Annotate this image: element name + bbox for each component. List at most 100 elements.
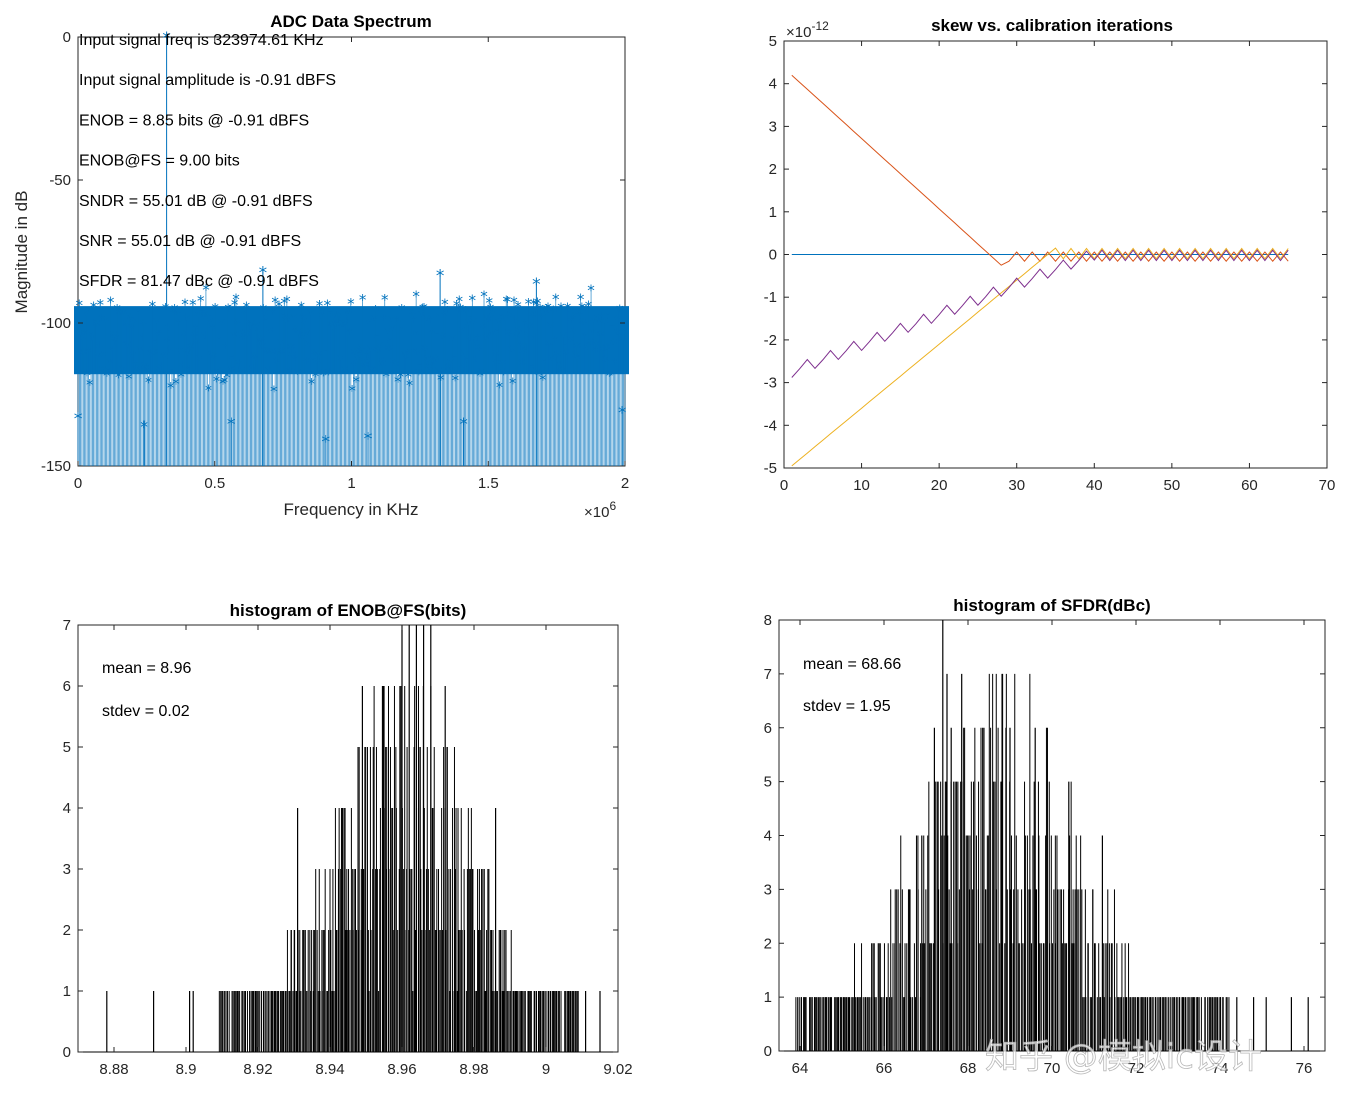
sfdr-hist-title: histogram of SFDR(dBc)	[953, 596, 1150, 615]
spectrum-point: *	[530, 296, 538, 314]
spectrum-point: *	[566, 332, 574, 350]
spectrum-point: *	[194, 307, 202, 325]
spectrum-point: *	[136, 342, 144, 360]
spectrum-point: *	[506, 307, 514, 325]
watermark: 知乎 @模拟ic设计	[985, 1037, 1262, 1077]
spectrum-point: *	[561, 339, 569, 357]
spectrum-x-exponent: ×106	[584, 499, 616, 521]
spectrum-annotation: Input signal freq is 323974.61 KHz	[79, 32, 324, 49]
spectrum-point: *	[138, 330, 146, 348]
spectrum-point: *	[581, 328, 589, 346]
spectrum-point: *	[200, 308, 208, 326]
spectrum-point: *	[504, 293, 512, 311]
spectrum-point: *	[214, 365, 222, 383]
spectrum-point: *	[291, 322, 299, 340]
spectrum-point: *	[167, 379, 175, 397]
spectrum-annotations: Input signal freq is 323974.61 KHz Input …	[79, 32, 336, 290]
spectrum-point: *	[94, 349, 102, 367]
spectrum-point: *	[112, 331, 120, 349]
spectrum-point: *	[474, 330, 482, 348]
spectrum-point: *	[487, 300, 495, 318]
spectrum-point: *	[437, 371, 445, 389]
spectrum-point: *	[594, 311, 602, 329]
spectrum-point: *	[172, 375, 180, 393]
spectrum-ytick-label: 0	[63, 29, 71, 46]
spectrum-point: *	[595, 314, 603, 332]
spectrum-point: *	[198, 305, 206, 323]
spectrum-point: *	[505, 326, 513, 344]
spectrum-point: *	[350, 358, 358, 376]
spectrum-point: *	[516, 323, 524, 341]
sfdr-hist-ytick-label: 2	[764, 935, 772, 952]
spectrum-point: *	[237, 363, 245, 381]
spectrum-point: *	[454, 304, 462, 322]
spectrum-point: *	[502, 292, 510, 310]
sfdr-hist-ytick-label: 8	[764, 612, 772, 629]
spectrum-point: *	[143, 362, 151, 380]
spectrum-point: *	[386, 333, 394, 351]
spectrum-point: *	[304, 325, 312, 343]
spectrum-point: *	[337, 351, 345, 369]
spectrum-point: *	[220, 373, 228, 391]
spectrum-point: *	[425, 360, 433, 378]
spectrum-point: *	[156, 362, 164, 380]
spectrum-point: *	[543, 301, 551, 319]
spectrum-point: *	[576, 306, 584, 324]
spectrum-xtick-label: 0.5	[204, 475, 225, 492]
spectrum-point: *	[282, 313, 290, 331]
sfdr-hist-ytick-label: 3	[764, 881, 772, 898]
spectrum-point: *	[224, 301, 232, 319]
spectrum-point: *	[559, 362, 567, 380]
spectrum-point: *	[130, 313, 138, 331]
spectrum-point: *	[485, 294, 493, 312]
spectrum-point: *	[564, 299, 572, 317]
spectrum-point: *	[339, 321, 347, 339]
skew-ytick-label: 3	[769, 118, 777, 135]
spectrum-point: *	[334, 312, 342, 330]
spectrum-point: *	[525, 295, 533, 313]
skew-xtick-label: 30	[1008, 477, 1025, 494]
spectrum-point: *	[120, 305, 128, 323]
spectrum-point: *	[385, 341, 393, 359]
spectrum-point: *	[292, 351, 300, 369]
spectrum-point: *	[557, 300, 565, 318]
spectrum-point: *	[335, 307, 343, 325]
spectrum-point: *	[590, 313, 598, 331]
spectrum-point: *	[497, 309, 505, 327]
spectrum-point: *	[508, 342, 516, 360]
spectrum-point: *	[281, 294, 289, 312]
spectrum-point: *	[523, 327, 531, 345]
sfdr-hist-xtick-label: 64	[792, 1060, 809, 1077]
spectrum-ytick-label: -50	[49, 172, 71, 189]
spectrum-point: *	[501, 311, 509, 329]
spectrum-point: *	[356, 347, 364, 365]
spectrum-point: *	[499, 355, 507, 373]
skew-series-yellow	[791, 247, 1289, 467]
sfdr-hist-ytick-label: 1	[764, 989, 772, 1006]
spectrum-point: *	[150, 345, 158, 363]
spectrum-point: *	[83, 366, 91, 384]
spectrum-point: *	[480, 288, 488, 306]
spectrum-point: *	[313, 354, 321, 372]
spectrum-point: *	[324, 297, 332, 315]
skew-marks	[791, 74, 1289, 467]
spectrum-point: *	[583, 340, 591, 358]
spectrum-point: *	[509, 375, 517, 393]
spectrum-point: *	[93, 316, 101, 334]
spectrum-point: *	[269, 305, 277, 323]
spectrum-point: *	[341, 362, 349, 380]
spectrum-point: *	[183, 311, 191, 329]
spectrum-point: *	[137, 363, 145, 381]
spectrum-point: *	[453, 297, 461, 315]
skew-ytick-label: 5	[769, 33, 777, 50]
spectrum-point: *	[141, 359, 149, 377]
spectrum-point: *	[395, 314, 403, 332]
spectrum-point: *	[235, 356, 243, 374]
spectrum-point: *	[181, 296, 189, 314]
spectrum-point: *	[264, 344, 272, 362]
spectrum-point: *	[213, 373, 221, 391]
spectrum-point: *	[102, 312, 110, 330]
spectrum-point: *	[113, 301, 121, 319]
spectrum-point: *	[591, 343, 599, 361]
spectrum-point: *	[585, 298, 593, 316]
